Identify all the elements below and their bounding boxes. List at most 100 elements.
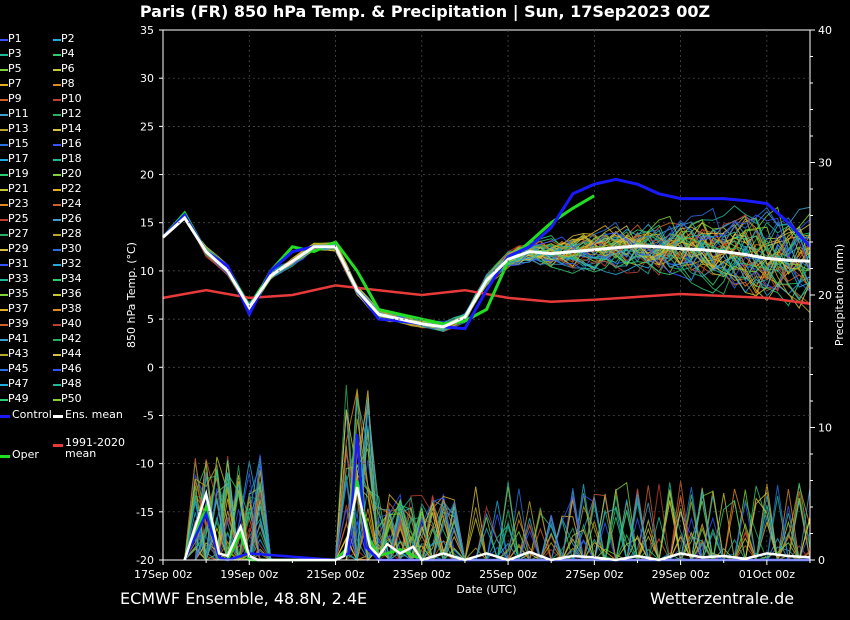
y2-tick-label: 30 [818, 157, 832, 170]
member-precip-line [163, 397, 810, 561]
y-tick-label: 25 [140, 120, 154, 133]
legend-label: P19 [8, 167, 29, 180]
legend-label: P50 [61, 392, 82, 405]
legend-swatch [53, 99, 61, 101]
legend-swatch [0, 279, 8, 281]
legend-label: P12 [61, 107, 82, 120]
legend-label: P47 [8, 377, 29, 390]
y-tick-label: 10 [140, 265, 154, 278]
legend-label: P30 [61, 242, 82, 255]
x-tick-label: 25Sep 00z [479, 568, 537, 581]
legend-swatch [0, 324, 8, 326]
legend-swatch [0, 309, 8, 311]
legend-swatch [53, 309, 61, 311]
climate-mean-line [162, 284, 811, 305]
legend-swatch [53, 219, 61, 221]
legend-label: P40 [61, 317, 82, 330]
legend-label: P15 [8, 137, 29, 150]
legend-swatch [53, 84, 61, 86]
y-tick-label: 15 [140, 217, 154, 230]
legend-label: 1991-2020 mean [65, 436, 125, 460]
legend-label: P44 [61, 347, 82, 360]
legend-swatch [53, 399, 61, 401]
legend-label: P39 [8, 317, 29, 330]
member-precip-line [163, 400, 810, 561]
legend-swatch [0, 354, 8, 356]
legend-label: P20 [61, 167, 82, 180]
legend-label: P33 [8, 272, 29, 285]
member-temp-line [162, 213, 811, 325]
y-tick-label: -15 [136, 506, 154, 519]
axes: -20 -15 -10 -5 0 5 10 15 20 25 30 35 0 10 20 30 40 17Sep … [125, 24, 846, 596]
legend-swatch [0, 339, 8, 341]
legend-swatch [0, 129, 8, 131]
member-lines [162, 205, 811, 333]
y2-tick-label: 40 [818, 24, 832, 37]
member-precip-line [163, 402, 811, 562]
legend-label: P37 [8, 302, 29, 315]
y-tick-label: 30 [140, 72, 154, 85]
y-tick-label: 20 [140, 169, 154, 182]
legend-label: P43 [8, 347, 29, 360]
legend-swatch [0, 369, 8, 371]
legend-swatch [0, 174, 8, 176]
y2-axis-label: Precipitation (mm) [833, 244, 846, 346]
main-series [161, 177, 812, 562]
footer-site: Wetterzentrale.de [650, 589, 795, 608]
y-tick-label: -5 [143, 409, 154, 422]
x-tick-label: 23Sep 00z [393, 568, 451, 581]
legend-swatch [0, 114, 8, 116]
legend-label: P35 [8, 287, 29, 300]
legend-swatch [53, 384, 61, 386]
y2-tick-label: 10 [818, 422, 832, 435]
legend-swatch [53, 369, 61, 371]
legend-label: P48 [61, 377, 82, 390]
legend-label: P49 [8, 392, 29, 405]
legend-swatch [0, 455, 10, 458]
x-tick-label: 27Sep 00z [565, 568, 623, 581]
legend-label: P5 [8, 62, 22, 75]
legend-label: P18 [61, 152, 82, 165]
legend-swatch [0, 415, 10, 418]
legend-swatch [53, 144, 61, 146]
legend-swatch [53, 189, 61, 191]
y2-tick-label: 20 [818, 289, 832, 302]
legend-swatch [0, 234, 8, 236]
member-precip-lines [163, 384, 811, 562]
y-tick-label: 35 [140, 24, 154, 37]
x-axis-label: Date (UTC) [456, 583, 516, 596]
legend-swatch [0, 159, 8, 161]
legend-label: P45 [8, 362, 29, 375]
legend-swatch [0, 399, 8, 401]
ens-mean-precip-line [183, 486, 811, 562]
x-tick-label: 19Sep 00z [220, 568, 278, 581]
legend-label: P32 [61, 257, 82, 270]
legend-swatch [0, 84, 8, 86]
legend-swatch [0, 204, 8, 206]
legend-swatch [0, 384, 8, 386]
legend-swatch [0, 69, 8, 71]
legend-swatch [0, 264, 8, 266]
legend-swatch [53, 174, 61, 176]
legend-swatch [53, 294, 61, 296]
legend-swatch [53, 324, 61, 326]
y-tick-label: -20 [136, 554, 154, 567]
legend-swatch [53, 129, 61, 131]
chart-title: Paris (FR) 850 hPa Temp. & Precipitation… [139, 2, 711, 21]
legend-swatch [53, 444, 63, 447]
legend-swatch [53, 339, 61, 341]
legend-label: P26 [61, 212, 82, 225]
legend-label: P22 [61, 182, 82, 195]
legend-label: P1 [8, 32, 22, 45]
legend-label: P27 [8, 227, 29, 240]
legend-label: P9 [8, 92, 22, 105]
footer-source: ECMWF Ensemble, 48.8N, 2.4E [120, 589, 368, 608]
legend-label: P23 [8, 197, 29, 210]
legend-label: P4 [61, 47, 75, 60]
legend: P1 P2 P3 P4 P5 P6 P7 P8 P9 P10 P11 P12 P13 P14 P15 P16 P… [0, 32, 135, 472]
legend-label: P3 [8, 47, 22, 60]
legend-swatch [53, 69, 61, 71]
legend-swatch [0, 54, 8, 56]
legend-label: P31 [8, 257, 29, 270]
